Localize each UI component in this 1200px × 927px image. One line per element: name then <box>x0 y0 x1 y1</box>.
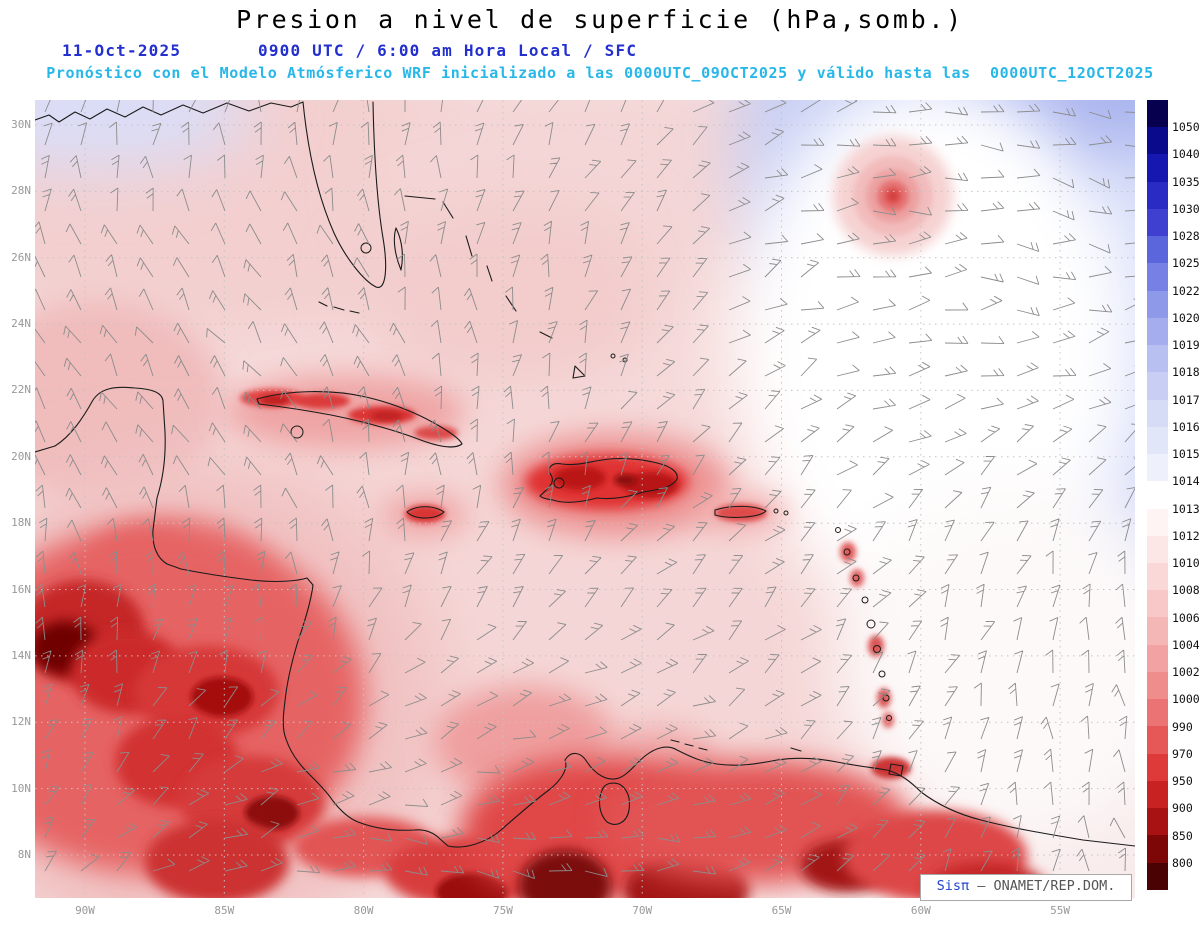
lat-label: 12N <box>11 715 31 729</box>
colorbar-label: 1000 <box>1172 692 1200 707</box>
colorbar-label: 850 <box>1172 828 1193 843</box>
colorbar <box>1147 100 1168 890</box>
watermark: Sisπ – ONAMET/REP.DOM. <box>920 874 1132 901</box>
colorbar-segment <box>1147 399 1168 427</box>
lat-label: 26N <box>11 250 31 264</box>
colorbar-label: 1050 <box>1172 120 1200 135</box>
colorbar-segment <box>1147 181 1168 209</box>
colorbar-label: 990 <box>1172 719 1193 734</box>
colorbar-label: 1004 <box>1172 637 1200 652</box>
colorbar-label: 1035 <box>1172 174 1200 189</box>
colorbar-segment <box>1147 127 1168 155</box>
colorbar-label: 1013 <box>1172 501 1200 516</box>
colorbar-label: 1028 <box>1172 229 1200 244</box>
colorbar-segment <box>1147 644 1168 672</box>
colorbar-label: 1020 <box>1172 310 1200 325</box>
colorbar-label: 900 <box>1172 801 1193 816</box>
colorbar-label: 1040 <box>1172 147 1200 162</box>
colorbar-segment <box>1147 208 1168 237</box>
colorbar-segment <box>1147 263 1168 291</box>
colorbar-segment <box>1147 100 1168 128</box>
lon-label: 80W <box>353 904 374 917</box>
colorbar-label: 1030 <box>1172 201 1200 216</box>
colorbar-segment <box>1147 345 1168 373</box>
colorbar-label: 1008 <box>1172 583 1200 598</box>
colorbar-segment <box>1147 481 1168 509</box>
colorbar-segment <box>1147 372 1168 400</box>
colorbar-segment <box>1147 808 1168 836</box>
colorbar-segment <box>1147 236 1168 264</box>
lat-label: 20N <box>11 449 31 463</box>
lat-label: 16N <box>11 582 31 596</box>
colorbar-segment <box>1147 780 1168 809</box>
lon-label: 85W <box>214 904 235 917</box>
lat-label: 18N <box>11 516 31 530</box>
lat-label: 30N <box>11 118 31 131</box>
lat-label: 14N <box>11 648 31 662</box>
colorbar-segment <box>1147 862 1168 890</box>
lat-label: 28N <box>11 184 31 198</box>
colorbar-label: 1015 <box>1172 447 1200 462</box>
colorbar-segment <box>1147 290 1168 318</box>
colorbar-segment <box>1147 426 1168 455</box>
colorbar-segment <box>1147 535 1168 563</box>
colorbar-segment <box>1147 699 1168 727</box>
colorbar-segment <box>1147 454 1168 482</box>
lat-label: 22N <box>11 383 31 397</box>
colorbar-segment <box>1147 671 1168 700</box>
lon-label: 75W <box>492 904 513 917</box>
lat-label: 8N <box>17 847 31 861</box>
map-area <box>35 100 1135 898</box>
pressure-map <box>35 100 1135 898</box>
lon-label: 60W <box>910 904 931 917</box>
colorbar-label: 970 <box>1172 746 1193 761</box>
colorbar-segment <box>1147 590 1168 618</box>
colorbar-label: 1006 <box>1172 610 1200 625</box>
lon-label: 70W <box>632 904 653 917</box>
colorbar-label: 1018 <box>1172 365 1200 380</box>
forecast-valid-time: 0900 UTC / 6:00 am Hora Local / SFC <box>258 41 638 60</box>
colorbar-label: 1025 <box>1172 256 1200 271</box>
watermark-text: – ONAMET/REP.DOM. <box>969 878 1116 894</box>
forecast-description: Pronóstico con el Modelo Atmósferico WRF… <box>46 64 1154 82</box>
colorbar-label: 950 <box>1172 774 1193 789</box>
colorbar-label: 1012 <box>1172 528 1200 543</box>
colorbar-label: 1017 <box>1172 392 1200 407</box>
lon-label: 65W <box>771 904 792 917</box>
lon-label: 90W <box>75 904 95 917</box>
colorbar-label: 1002 <box>1172 665 1200 680</box>
header-line-2: 11-Oct-2025 0900 UTC / 6:00 am Hora Loca… <box>0 41 1200 60</box>
lat-label: 10N <box>11 781 31 795</box>
colorbar-segment <box>1147 617 1168 645</box>
lat-label: 24N <box>11 317 31 331</box>
colorbar-label: 1016 <box>1172 419 1200 434</box>
colorbar-segment <box>1147 154 1168 182</box>
colorbar-segment <box>1147 753 1168 781</box>
colorbar-segment <box>1147 835 1168 863</box>
colorbar-label: 1022 <box>1172 283 1200 298</box>
watermark-brand: Sisπ <box>936 878 970 894</box>
colorbar-segment <box>1147 562 1168 591</box>
colorbar-label: 800 <box>1172 855 1193 870</box>
colorbar-segment <box>1147 317 1168 346</box>
colorbar-segment <box>1147 726 1168 754</box>
lon-label: 55W <box>1050 904 1071 917</box>
colorbar-label: 1019 <box>1172 338 1200 353</box>
colorbar-segment <box>1147 508 1168 536</box>
colorbar-label: 1010 <box>1172 556 1200 571</box>
forecast-date: 11-Oct-2025 <box>62 41 182 60</box>
colorbar-label: 1014 <box>1172 474 1200 489</box>
page-title: Presion a nivel de superficie (hPa,somb.… <box>236 5 964 34</box>
